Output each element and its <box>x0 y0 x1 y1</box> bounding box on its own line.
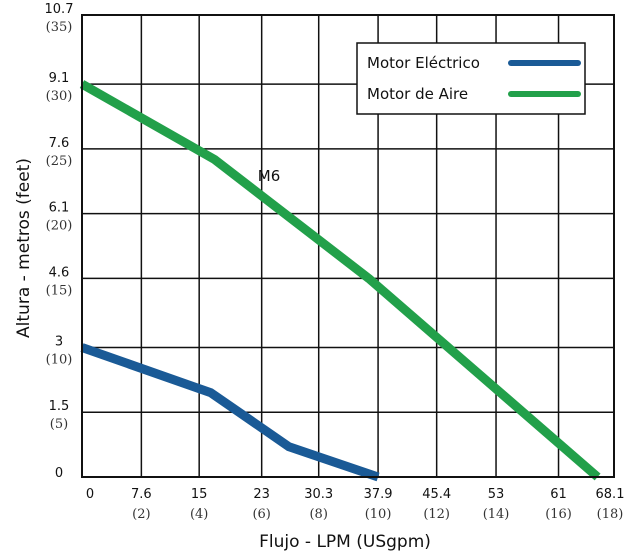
x-tick-label: 37.9 <box>364 487 393 502</box>
x-tick-label: 0 <box>86 487 94 502</box>
legend-label-electric: Motor Eléctrico <box>367 54 480 72</box>
series-line-air <box>79 80 601 481</box>
x-tick-label: 45.4 <box>422 487 451 502</box>
y-tick-sublabel: (35) <box>46 20 73 35</box>
x-tick-sublabel: (2) <box>132 507 150 522</box>
x-tick-sublabel: (10) <box>365 507 392 522</box>
series-annotation: M6 <box>258 167 281 185</box>
y-tick-label: 6.1 <box>49 201 70 216</box>
y-tick-sublabel: (5) <box>50 417 68 432</box>
x-tick-sublabel: (14) <box>483 507 510 522</box>
y-tick-label: 10.7 <box>45 2 74 17</box>
x-tick-label: 68.1 <box>596 487 625 502</box>
x-tick-label: 15 <box>191 487 208 502</box>
y-tick-label: 7.6 <box>49 136 70 151</box>
y-tick-label: 4.6 <box>49 265 70 280</box>
x-axis-title: Flujo - LPM (USgpm) <box>259 532 431 552</box>
x-tick-label: 53 <box>488 487 505 502</box>
y-tick-sublabel: (25) <box>46 154 73 169</box>
tick-labels: 0 7.6 (2) 15 (4) 23 (6) 30.3 (8) 37.9 (10) 45.4 (12)… <box>45 2 625 522</box>
x-tick-label: 7.6 <box>131 487 152 502</box>
x-tick-sublabel: (12) <box>423 507 450 522</box>
series-lines <box>79 80 601 482</box>
x-tick-label: 30.3 <box>304 487 333 502</box>
y-tick-sublabel: (15) <box>46 283 73 298</box>
legend-label-air: Motor de Aire <box>367 85 468 103</box>
y-tick-sublabel: (30) <box>46 89 73 104</box>
x-tick-sublabel: (16) <box>545 507 572 522</box>
x-tick-sublabel: (6) <box>252 507 270 522</box>
legend: Motor Eléctrico Motor de Aire <box>356 42 586 115</box>
x-tick-sublabel: (4) <box>190 507 208 522</box>
y-tick-label: 9.1 <box>49 71 70 86</box>
y-tick-label: 3 <box>55 334 63 349</box>
y-tick-label: 1.5 <box>49 399 70 414</box>
y-tick-label: 0 <box>55 466 63 481</box>
series-line-electric <box>80 343 380 482</box>
x-tick-label: 23 <box>253 487 270 502</box>
x-tick-sublabel: (18) <box>597 507 624 522</box>
x-tick-label: 61 <box>550 487 567 502</box>
y-tick-sublabel: (20) <box>46 219 73 234</box>
plot-frame <box>81 14 615 478</box>
y-axis-title: Altura - metros (feet) <box>14 158 34 338</box>
legend-box <box>356 42 586 115</box>
x-tick-sublabel: (8) <box>309 507 327 522</box>
y-tick-sublabel: (10) <box>46 352 73 367</box>
